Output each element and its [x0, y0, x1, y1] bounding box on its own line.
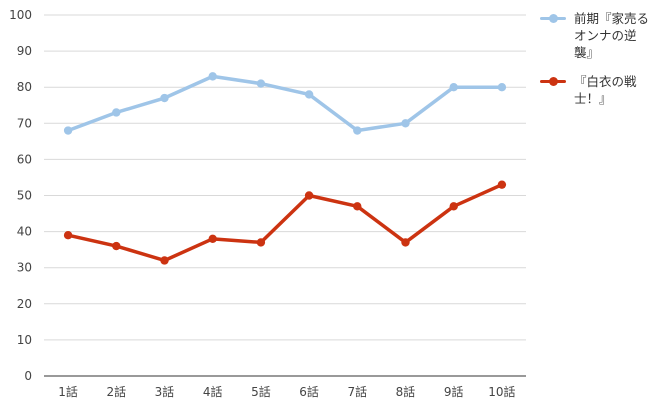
legend-marker-0: [549, 14, 558, 23]
y-tick-label: 90: [17, 44, 32, 58]
legend-swatch-0: [540, 14, 566, 23]
y-tick-label: 50: [17, 189, 32, 203]
y-tick-label: 20: [17, 297, 32, 311]
x-tick-label: 5話: [251, 384, 271, 399]
y-tick-label: 10: [17, 333, 32, 347]
data-point: [497, 180, 507, 189]
y-tick-label: 80: [17, 80, 32, 94]
y-tick-label: 100: [9, 8, 32, 22]
gridlines: [44, 14, 526, 377]
data-point: [304, 191, 314, 200]
x-tick-label: 8話: [396, 384, 416, 399]
data-point: [63, 126, 73, 135]
legend-label-1: 『白衣の戦士！』: [574, 74, 637, 106]
x-tick-label: 4話: [203, 384, 223, 399]
data-point: [401, 238, 410, 247]
data-point: [112, 241, 121, 251]
series-line-1: [66, 182, 504, 263]
data-point: [256, 79, 266, 88]
legend-item-0: 前期『家売るオンナの逆襲』: [540, 10, 655, 61]
x-tick-label: 9話: [444, 384, 464, 399]
x-tick-label: 10話: [488, 384, 515, 399]
legend-swatch-1: [540, 77, 566, 86]
y-tick-label: 60: [17, 152, 32, 166]
y-tick-label: 40: [17, 225, 32, 239]
x-axis-ticks: 1話 2話 3話 4話 5話 6話 7話 8話 9話 10話: [58, 384, 515, 399]
series-line-0: [66, 74, 504, 133]
data-point: [449, 202, 458, 211]
y-tick-label: 70: [17, 116, 32, 130]
data-point: [208, 234, 217, 244]
x-tick-label: 2話: [106, 384, 126, 399]
data-point: [160, 93, 169, 103]
legend: 前期『家売るオンナの逆襲』 『白衣の戦士！』: [540, 10, 655, 119]
x-tick-label: 3話: [155, 384, 175, 399]
legend-item-1: 『白衣の戦士！』: [540, 73, 655, 107]
data-point: [256, 238, 266, 247]
data-point: [401, 119, 410, 128]
x-tick-label: 1話: [58, 384, 78, 399]
y-tick-label: 0: [24, 369, 32, 383]
data-point: [63, 231, 73, 240]
y-tick-label: 30: [17, 261, 32, 275]
x-tick-label: 7話: [347, 384, 367, 399]
series-group: [63, 72, 507, 265]
legend-label-0: 前期『家売るオンナの逆襲』: [574, 11, 650, 60]
x-tick-label: 6話: [299, 384, 319, 399]
data-point: [112, 108, 121, 117]
data-point: [353, 126, 362, 135]
data-point: [449, 83, 458, 92]
y-axis-ticks: 0 10 20 30 40 50 60 70 80 90 100: [9, 8, 32, 383]
legend-marker-1: [549, 77, 558, 86]
data-point: [160, 256, 169, 265]
data-point: [304, 90, 314, 99]
data-point: [497, 83, 507, 92]
data-point: [208, 72, 217, 81]
data-point: [353, 202, 362, 211]
